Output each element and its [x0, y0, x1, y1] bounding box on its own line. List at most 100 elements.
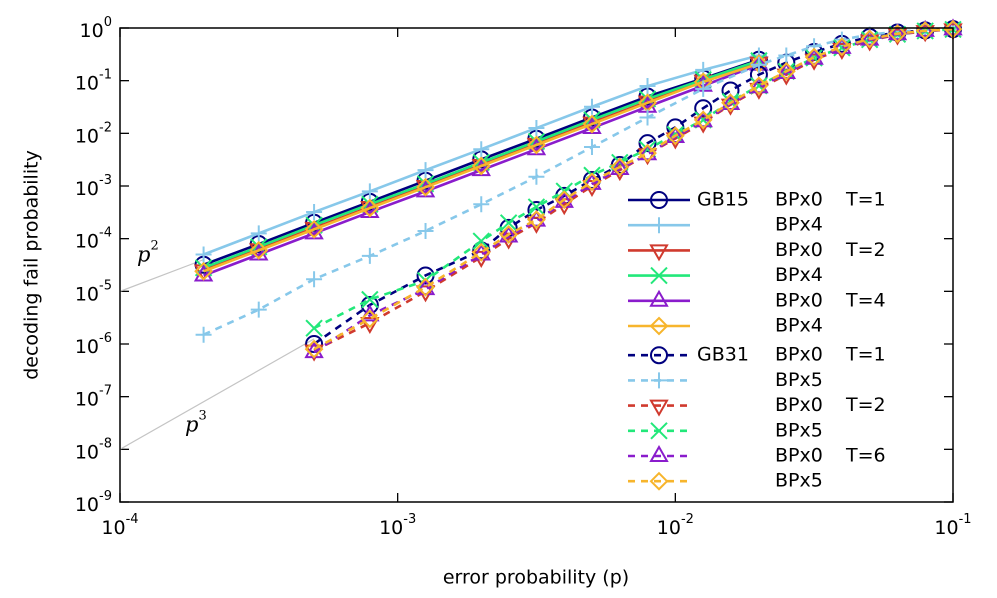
point: [860, 29, 880, 49]
x-tick-label: 10-3: [379, 512, 416, 539]
legend-label: BPx0: [775, 289, 823, 311]
legend-marker: [649, 399, 669, 417]
point: [720, 93, 741, 111]
point: [417, 162, 434, 179]
point: [194, 261, 214, 281]
point: [361, 290, 379, 309]
point: [639, 109, 656, 126]
point: [804, 47, 824, 67]
legend-param: T=1: [845, 344, 886, 366]
point: [749, 76, 769, 96]
legend-marker: [649, 471, 669, 491]
point: [526, 135, 546, 155]
legend-marker: [650, 422, 668, 440]
legend-param: T=2: [845, 239, 886, 261]
plot-frame: [119, 27, 954, 503]
reference-label: p3: [185, 408, 207, 436]
point: [195, 246, 212, 263]
point: [499, 225, 519, 244]
point: [665, 126, 685, 146]
y-tick-label-exp: -8: [99, 436, 112, 451]
legend-label: BPx0: [775, 344, 823, 366]
point: [554, 190, 574, 210]
y-tick-label-exp: -4: [99, 225, 112, 240]
point: [778, 47, 795, 64]
y-tick-label-exp: -6: [99, 331, 112, 346]
legend-label: BPx5: [775, 470, 823, 492]
point: [305, 319, 323, 337]
legend-marker: [650, 266, 668, 285]
point: [416, 177, 435, 197]
series-line: [203, 63, 760, 277]
point: [499, 214, 518, 232]
series-line: [203, 27, 954, 336]
y-tick-label: 10-6: [75, 331, 112, 358]
legend-label: BPx0: [775, 239, 823, 261]
point: [361, 247, 378, 264]
point: [639, 78, 656, 95]
legend-label: BPx5: [775, 369, 823, 391]
legend-group: GB15: [697, 189, 749, 211]
reference-line: [119, 259, 204, 292]
point: [304, 339, 324, 359]
y-tick-label: 10-2: [75, 120, 112, 147]
y-tick-label-base: 10: [75, 72, 99, 94]
point: [471, 242, 491, 262]
point: [361, 183, 378, 200]
reference-label-exp: 2: [150, 238, 158, 253]
point: [528, 168, 545, 185]
point: [915, 25, 935, 43]
point: [693, 110, 713, 128]
legend-label: BPx0: [775, 445, 823, 467]
point: [249, 240, 269, 260]
y-tick-label-base: 10: [80, 20, 104, 42]
point: [360, 304, 380, 322]
point: [695, 80, 712, 97]
x-axis-title: error probability (p): [443, 567, 629, 589]
x-tick-label-exp: -2: [681, 512, 694, 527]
reference-label: p2: [137, 238, 159, 266]
x-tick-label-exp: -3: [403, 512, 416, 527]
point: [360, 309, 380, 329]
legend-label: BPx0: [775, 189, 823, 211]
y-tick-label-exp: -3: [99, 173, 112, 188]
point: [360, 317, 380, 335]
reference-label-exp: 3: [198, 408, 206, 423]
legend-marker: [650, 191, 668, 209]
y-tick-label-base: 10: [75, 388, 99, 410]
x-tick-label: 10-2: [657, 512, 694, 539]
point: [195, 326, 212, 343]
legend-param: T=6: [845, 445, 886, 467]
point: [583, 139, 600, 156]
reference-label-base: p: [185, 412, 198, 436]
x-tick-label-base: 10: [379, 517, 403, 539]
legend-label: BPx4: [775, 315, 823, 337]
point: [638, 134, 657, 153]
legend-group: GB31: [697, 344, 749, 366]
y-tick-label-base: 10: [75, 230, 99, 252]
point: [304, 219, 324, 239]
legend-param: T=2: [845, 394, 886, 416]
point: [610, 157, 630, 177]
y-tick-label-base: 10: [75, 494, 99, 516]
legend-marker: [649, 444, 669, 462]
point: [943, 23, 963, 41]
reference-label-base: p: [137, 242, 150, 266]
y-tick-label-base: 10: [75, 441, 99, 463]
point: [832, 37, 852, 57]
point: [472, 232, 490, 250]
y-tick-label-base: 10: [75, 336, 99, 358]
legend-marker: [651, 372, 667, 389]
point: [417, 222, 434, 239]
y-tick-label-exp: 0: [104, 15, 112, 30]
y-tick-label: 10-9: [75, 489, 112, 516]
point: [527, 198, 546, 216]
x-tick-label-exp: -4: [126, 512, 139, 527]
point: [888, 24, 907, 44]
series-line: [313, 28, 954, 330]
point: [776, 61, 796, 81]
y-tick-label-exp: -1: [99, 67, 112, 82]
point: [665, 126, 686, 144]
y-tick-label-exp: -2: [99, 120, 112, 135]
